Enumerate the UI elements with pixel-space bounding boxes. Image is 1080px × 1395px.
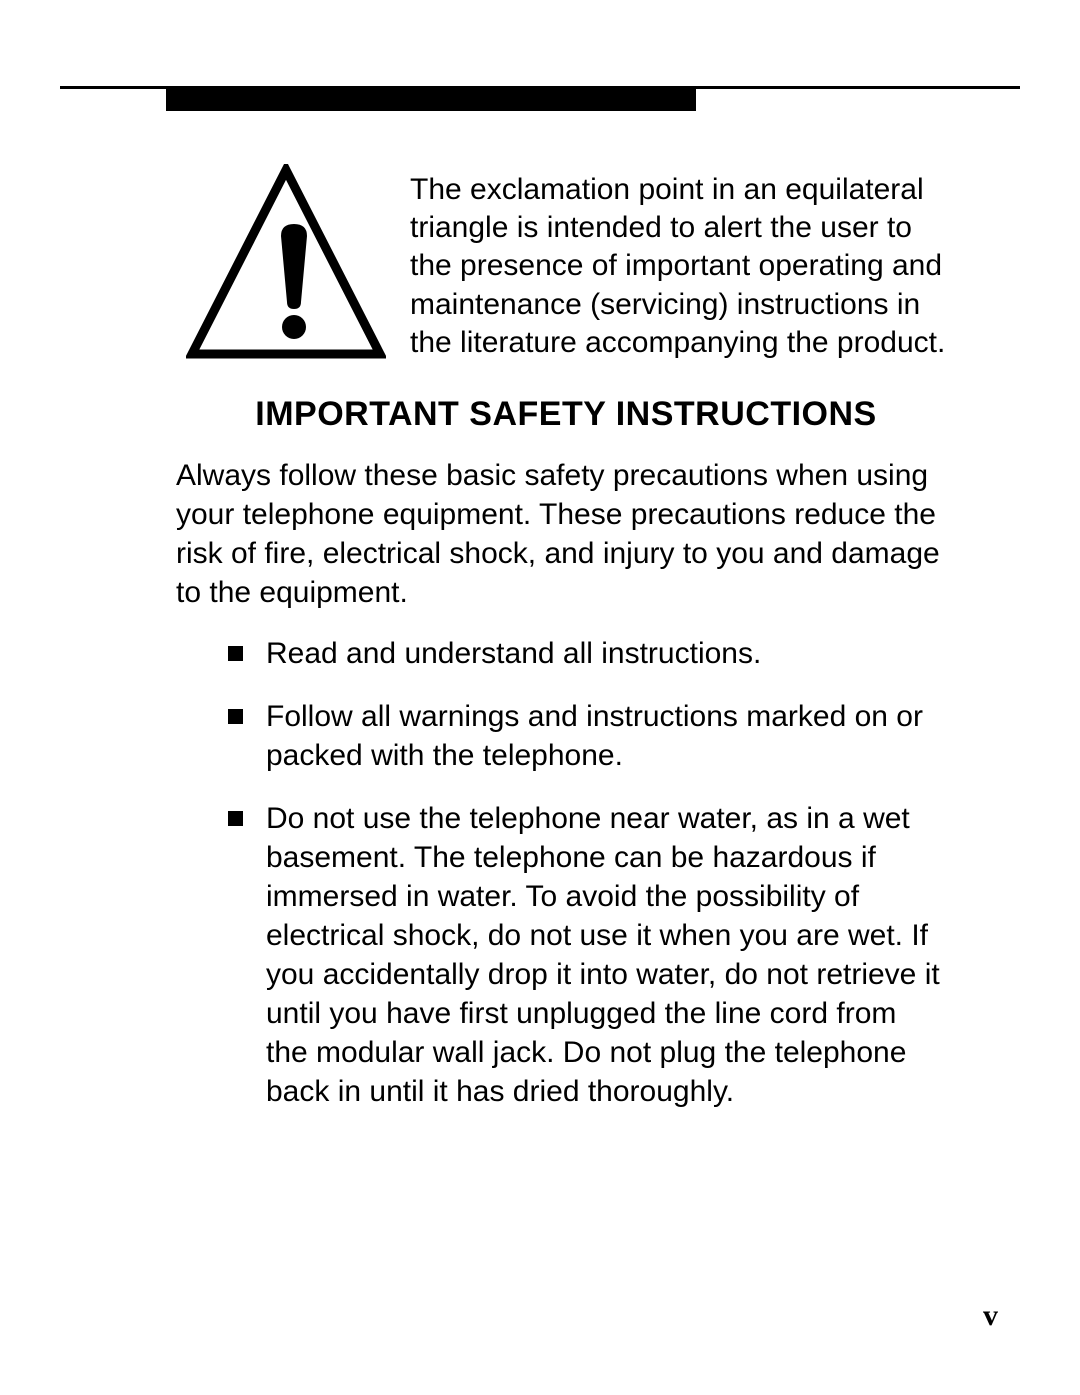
warning-triangle-icon bbox=[186, 164, 386, 369]
intro-paragraph: Always follow these basic safety precaut… bbox=[176, 456, 956, 612]
header-black-bar bbox=[166, 89, 696, 111]
page-number: v bbox=[983, 1299, 998, 1333]
content-column: The exclamation point in an equilateral … bbox=[186, 164, 946, 1135]
warning-symbol-text: The exclamation point in an equilateral … bbox=[410, 171, 946, 363]
list-item: Follow all warnings and instructions mar… bbox=[228, 697, 946, 775]
list-item: Read and understand all instructions. bbox=[228, 634, 946, 673]
warning-triangle-svg bbox=[186, 164, 386, 364]
safety-heading: IMPORTANT SAFETY INSTRUCTIONS bbox=[186, 395, 946, 434]
list-item: Do not use the telephone near water, as … bbox=[228, 799, 946, 1111]
safety-bullets: Read and understand all instructions. Fo… bbox=[228, 634, 946, 1111]
warning-symbol-row: The exclamation point in an equilateral … bbox=[186, 164, 946, 369]
